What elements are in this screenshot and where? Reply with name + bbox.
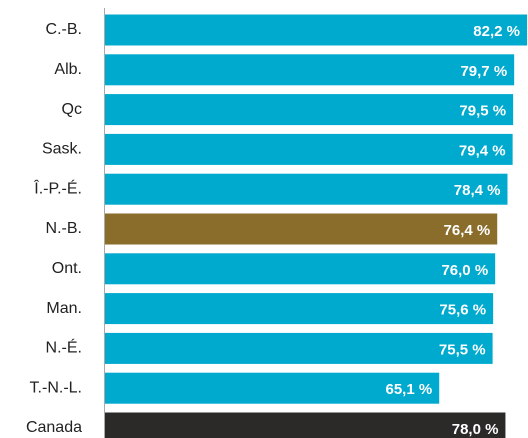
category-label: Ont.	[52, 260, 82, 277]
value-label: 82,2 %	[473, 23, 520, 40]
value-label: 65,1 %	[386, 381, 433, 398]
value-label: 79,5 %	[459, 103, 506, 120]
category-label: Alb.	[54, 61, 82, 78]
category-label: Man.	[46, 300, 82, 317]
value-label: 78,4 %	[454, 182, 501, 199]
bar	[105, 213, 498, 245]
bar	[105, 173, 508, 205]
category-label: N.-É.	[46, 338, 82, 357]
value-label: 76,4 %	[444, 222, 491, 239]
value-label: 75,6 %	[439, 302, 486, 319]
value-label: 79,4 %	[459, 142, 506, 159]
bar	[105, 412, 506, 438]
category-label: T.-N.-L.	[30, 379, 82, 396]
bar	[105, 14, 527, 46]
value-label: 79,7 %	[460, 63, 507, 80]
category-label: Qc	[62, 101, 82, 118]
bar	[105, 54, 515, 86]
bar	[105, 94, 514, 126]
value-label: 76,0 %	[441, 262, 488, 279]
category-label: N.-B.	[46, 220, 82, 237]
value-label: 78,0 %	[452, 421, 499, 438]
bar	[105, 332, 493, 364]
category-label: Î.-P.-É.	[33, 178, 82, 197]
bar	[105, 253, 496, 285]
bar	[105, 293, 494, 325]
value-label: 75,5 %	[439, 341, 486, 358]
bar	[105, 372, 440, 404]
bar	[105, 133, 513, 165]
category-label: C.-B.	[46, 21, 82, 38]
category-label: Sask.	[42, 141, 82, 158]
category-label: Canada	[26, 419, 82, 436]
